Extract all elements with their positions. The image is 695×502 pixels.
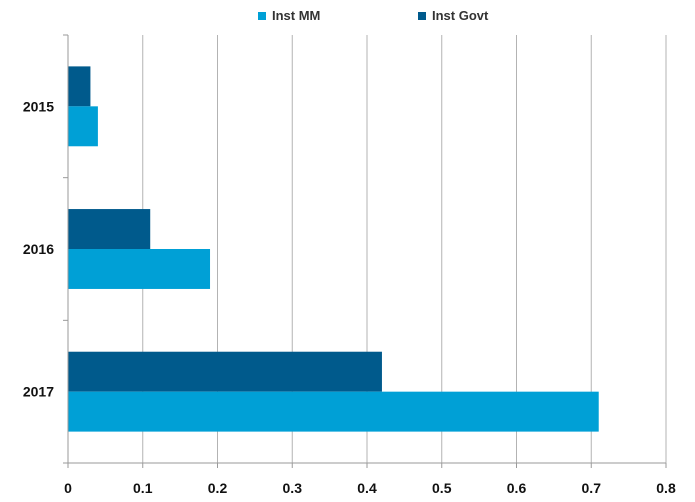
legend: Inst MM Inst Govt bbox=[0, 8, 695, 30]
legend-swatch-inst-govt bbox=[418, 11, 426, 20]
y-tick-label: 2017 bbox=[23, 384, 54, 400]
x-tick-label: 0.8 bbox=[656, 480, 676, 496]
y-tick-label: 2015 bbox=[23, 98, 54, 114]
x-tick-label: 0.7 bbox=[582, 480, 602, 496]
x-tick-label: 0.4 bbox=[357, 480, 377, 496]
x-tick-label: 0 bbox=[64, 480, 72, 496]
x-tick-label: 0.5 bbox=[432, 480, 452, 496]
x-tick-label: 0.6 bbox=[507, 480, 527, 496]
legend-item-inst-govt: Inst Govt bbox=[418, 8, 488, 23]
bar-inst-govt-2015 bbox=[68, 66, 91, 107]
legend-label-inst-govt: Inst Govt bbox=[432, 8, 489, 23]
bar-inst-govt-2017 bbox=[68, 351, 382, 392]
x-tick-label: 0.3 bbox=[283, 480, 303, 496]
x-tick-label: 0.1 bbox=[133, 480, 153, 496]
bar-inst-mm-2015 bbox=[68, 106, 98, 147]
bar-inst-mm-2016 bbox=[68, 249, 211, 289]
legend-swatch-inst-mm bbox=[258, 11, 266, 20]
bar-inst-govt-2016 bbox=[68, 209, 151, 249]
y-tick-label: 2016 bbox=[23, 241, 54, 257]
bar-inst-mm-2017 bbox=[68, 391, 599, 432]
legend-label-inst-mm: Inst MM bbox=[272, 8, 321, 23]
x-tick-label: 0.2 bbox=[208, 480, 228, 496]
legend-item-inst-mm: Inst MM bbox=[258, 8, 320, 23]
